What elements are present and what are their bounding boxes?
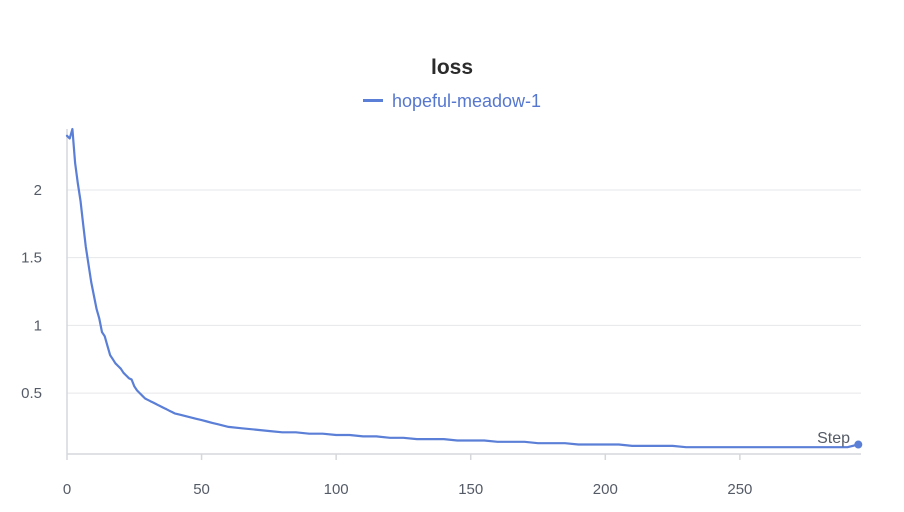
x-axis-label: Step xyxy=(817,430,850,447)
series-line[interactable] xyxy=(65,127,860,449)
y-tick-label: 0.5 xyxy=(21,385,42,402)
grid-layer xyxy=(67,189,861,394)
y-tick-label: 1 xyxy=(34,317,42,334)
legend[interactable]: hopeful-meadow-1 xyxy=(0,91,904,112)
x-tick-label: 150 xyxy=(458,481,483,498)
x-tick-label: 50 xyxy=(193,481,210,498)
legend-swatch xyxy=(362,98,383,102)
y-tick-label: 1.5 xyxy=(21,250,42,267)
y-tick-label: 2 xyxy=(34,182,42,199)
series-end-point[interactable] xyxy=(854,440,863,449)
x-tick-label: 0 xyxy=(63,481,71,498)
axis-layer xyxy=(66,129,861,460)
label-layer: 0.5 1 1.5 2 0 50 100 150 200 250 Step xyxy=(21,182,850,498)
x-tick-label: 200 xyxy=(593,481,618,498)
x-tick-label: 250 xyxy=(727,481,752,498)
series-layer xyxy=(65,127,863,449)
chart-title: loss xyxy=(430,56,474,79)
x-tick-label: 100 xyxy=(324,481,349,498)
legend-series-label: hopeful-meadow-1 xyxy=(391,91,542,111)
